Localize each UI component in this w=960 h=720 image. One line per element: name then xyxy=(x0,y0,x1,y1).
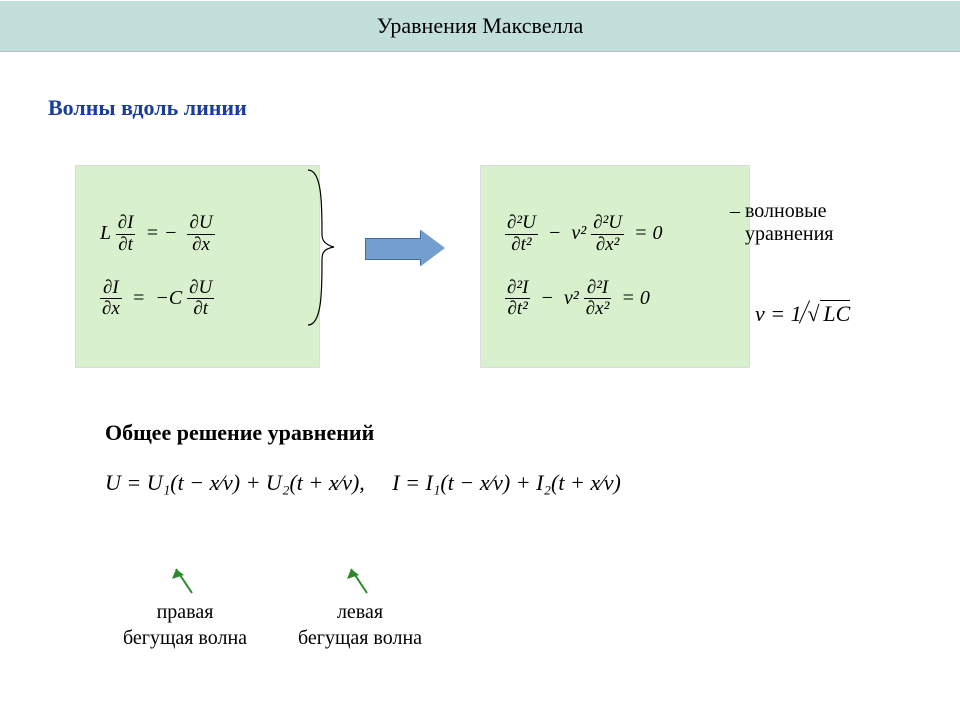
arrow-up-icon xyxy=(345,565,375,595)
frac-num: ∂U xyxy=(187,213,214,235)
sol-I: I = I₁(t − x⁄v) + I₂(t + x⁄v) xyxy=(392,470,621,495)
anno-left-wave: левая бегущая волна xyxy=(280,565,440,651)
page-title: Уравнения Максвелла xyxy=(377,13,583,39)
general-solution: U = U₁(t − x⁄v) + U₂(t + x⁄v), I = I₁(t … xyxy=(105,470,621,496)
eq-rhs: = 0 xyxy=(621,286,650,308)
sym-C: −C xyxy=(155,286,182,308)
telegraph-equations-box: L ∂I ∂t = − ∂U ∂x ∂I ∂x = −C ∂U ∂t xyxy=(75,165,320,368)
frac-den: ∂t xyxy=(187,299,214,320)
label-line1: волновые xyxy=(745,200,826,222)
curly-brace-icon xyxy=(300,165,340,330)
anno-text: бегущая волна xyxy=(298,627,422,649)
eq-rhs: = 0 xyxy=(634,222,663,244)
sqrt-arg: LC xyxy=(820,300,850,327)
frac-num: ∂I xyxy=(116,213,136,235)
eq-wave-U: ∂²U ∂t² − v² ∂²U ∂x² = 0 xyxy=(505,213,725,256)
frac-den: ∂x xyxy=(187,235,214,256)
eq-dIdx: ∂I ∂x = −C ∂U ∂t xyxy=(100,278,295,321)
minus: − xyxy=(540,286,554,308)
frac-num: ∂I xyxy=(100,278,122,300)
frac-den: ∂t² xyxy=(505,235,538,256)
eq-sign: = − xyxy=(145,222,177,244)
arrow-icon xyxy=(365,230,445,266)
header-bar: Уравнения Максвелла xyxy=(0,0,960,52)
wave-eq-label: – волновые уравнения xyxy=(730,200,834,246)
sol-U: U = U₁(t − x⁄v) + U₂(t + x⁄v), xyxy=(105,470,365,495)
frac-num: ∂²I xyxy=(584,278,612,300)
label-line2: уравнения xyxy=(745,223,834,245)
sym-v2: v² xyxy=(564,286,579,308)
frac-den: ∂t² xyxy=(505,299,530,320)
section-title: Общее решение уравнений xyxy=(105,420,374,446)
frac-num: ∂²U xyxy=(591,213,624,235)
frac-num: ∂U xyxy=(187,278,214,300)
speed-formula: v = 1∕√LC xyxy=(755,300,850,327)
arrow-up-icon xyxy=(170,565,200,595)
frac-den: ∂t xyxy=(116,235,136,256)
anno-right-wave: правая бегущая волна xyxy=(105,565,265,651)
sym-L: L xyxy=(100,222,111,244)
lhs: v = 1 xyxy=(755,301,802,326)
dash: – xyxy=(730,200,740,222)
frac-den: ∂x² xyxy=(591,235,624,256)
eq-sign: = xyxy=(132,286,146,308)
subtitle: Волны вдоль линии xyxy=(48,95,247,121)
anno-text: левая xyxy=(337,601,383,623)
frac-num: ∂²U xyxy=(505,213,538,235)
minus: − xyxy=(548,222,562,244)
anno-text: правая xyxy=(157,601,214,623)
sym-v2: v² xyxy=(571,222,586,244)
frac-num: ∂²I xyxy=(505,278,530,300)
eq-wave-I: ∂²I ∂t² − v² ∂²I ∂x² = 0 xyxy=(505,278,725,321)
frac-den: ∂x² xyxy=(584,299,612,320)
wave-equations-box: ∂²U ∂t² − v² ∂²U ∂x² = 0 ∂²I ∂t² − v² ∂²… xyxy=(480,165,750,368)
frac-den: ∂x xyxy=(100,299,122,320)
anno-text: бегущая волна xyxy=(123,627,247,649)
eq-LdIdt: L ∂I ∂t = − ∂U ∂x xyxy=(100,213,295,256)
